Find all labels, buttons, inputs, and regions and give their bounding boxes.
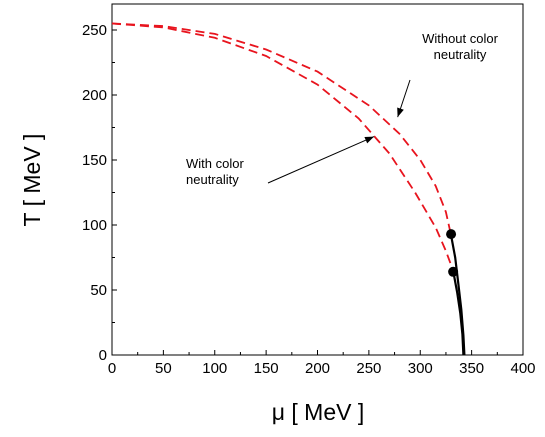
x-tick-label: 100 (202, 360, 227, 377)
annotation-label: Without color (422, 31, 499, 46)
y-tick-label: 250 (82, 22, 107, 39)
y-tick-label: 0 (99, 347, 107, 364)
annotation-arrowhead (397, 107, 404, 118)
y-tick-label: 150 (82, 152, 107, 169)
x-tick-label: 350 (459, 360, 484, 377)
annotation-arrowhead (364, 136, 374, 144)
y-tick-label: 50 (90, 282, 107, 299)
series-line-1 (111, 22, 452, 236)
x-tick-label: 300 (408, 360, 433, 377)
x-tick-label: 200 (305, 360, 330, 377)
x-tick-label: 250 (356, 360, 381, 377)
annotation-label: With color (186, 156, 244, 171)
critical-point (448, 266, 459, 277)
x-tick-label: 50 (155, 360, 172, 377)
y-axis-title: T [ MeV ] (19, 134, 45, 227)
annotation-label: neutrality (186, 172, 239, 187)
axis-ticks: 0 50 100 150 200 250 300 350 400 0 50 100 150 200 250 (82, 22, 536, 377)
series-line-4 (452, 270, 465, 356)
series-line-2 (111, 22, 454, 271)
y-tick-label: 100 (82, 217, 107, 234)
annotation-label: neutrality (434, 47, 487, 62)
y-tick-label: 200 (82, 87, 107, 104)
data-series (111, 22, 466, 356)
critical-points (446, 229, 459, 277)
x-tick-label: 0 (108, 360, 116, 377)
x-tick-label: 150 (254, 360, 279, 377)
annotation-arrow-line (267, 136, 375, 184)
x-tick-label: 400 (510, 360, 535, 377)
critical-point (446, 229, 457, 240)
x-axis-title: μ [ MeV ] (272, 399, 365, 425)
